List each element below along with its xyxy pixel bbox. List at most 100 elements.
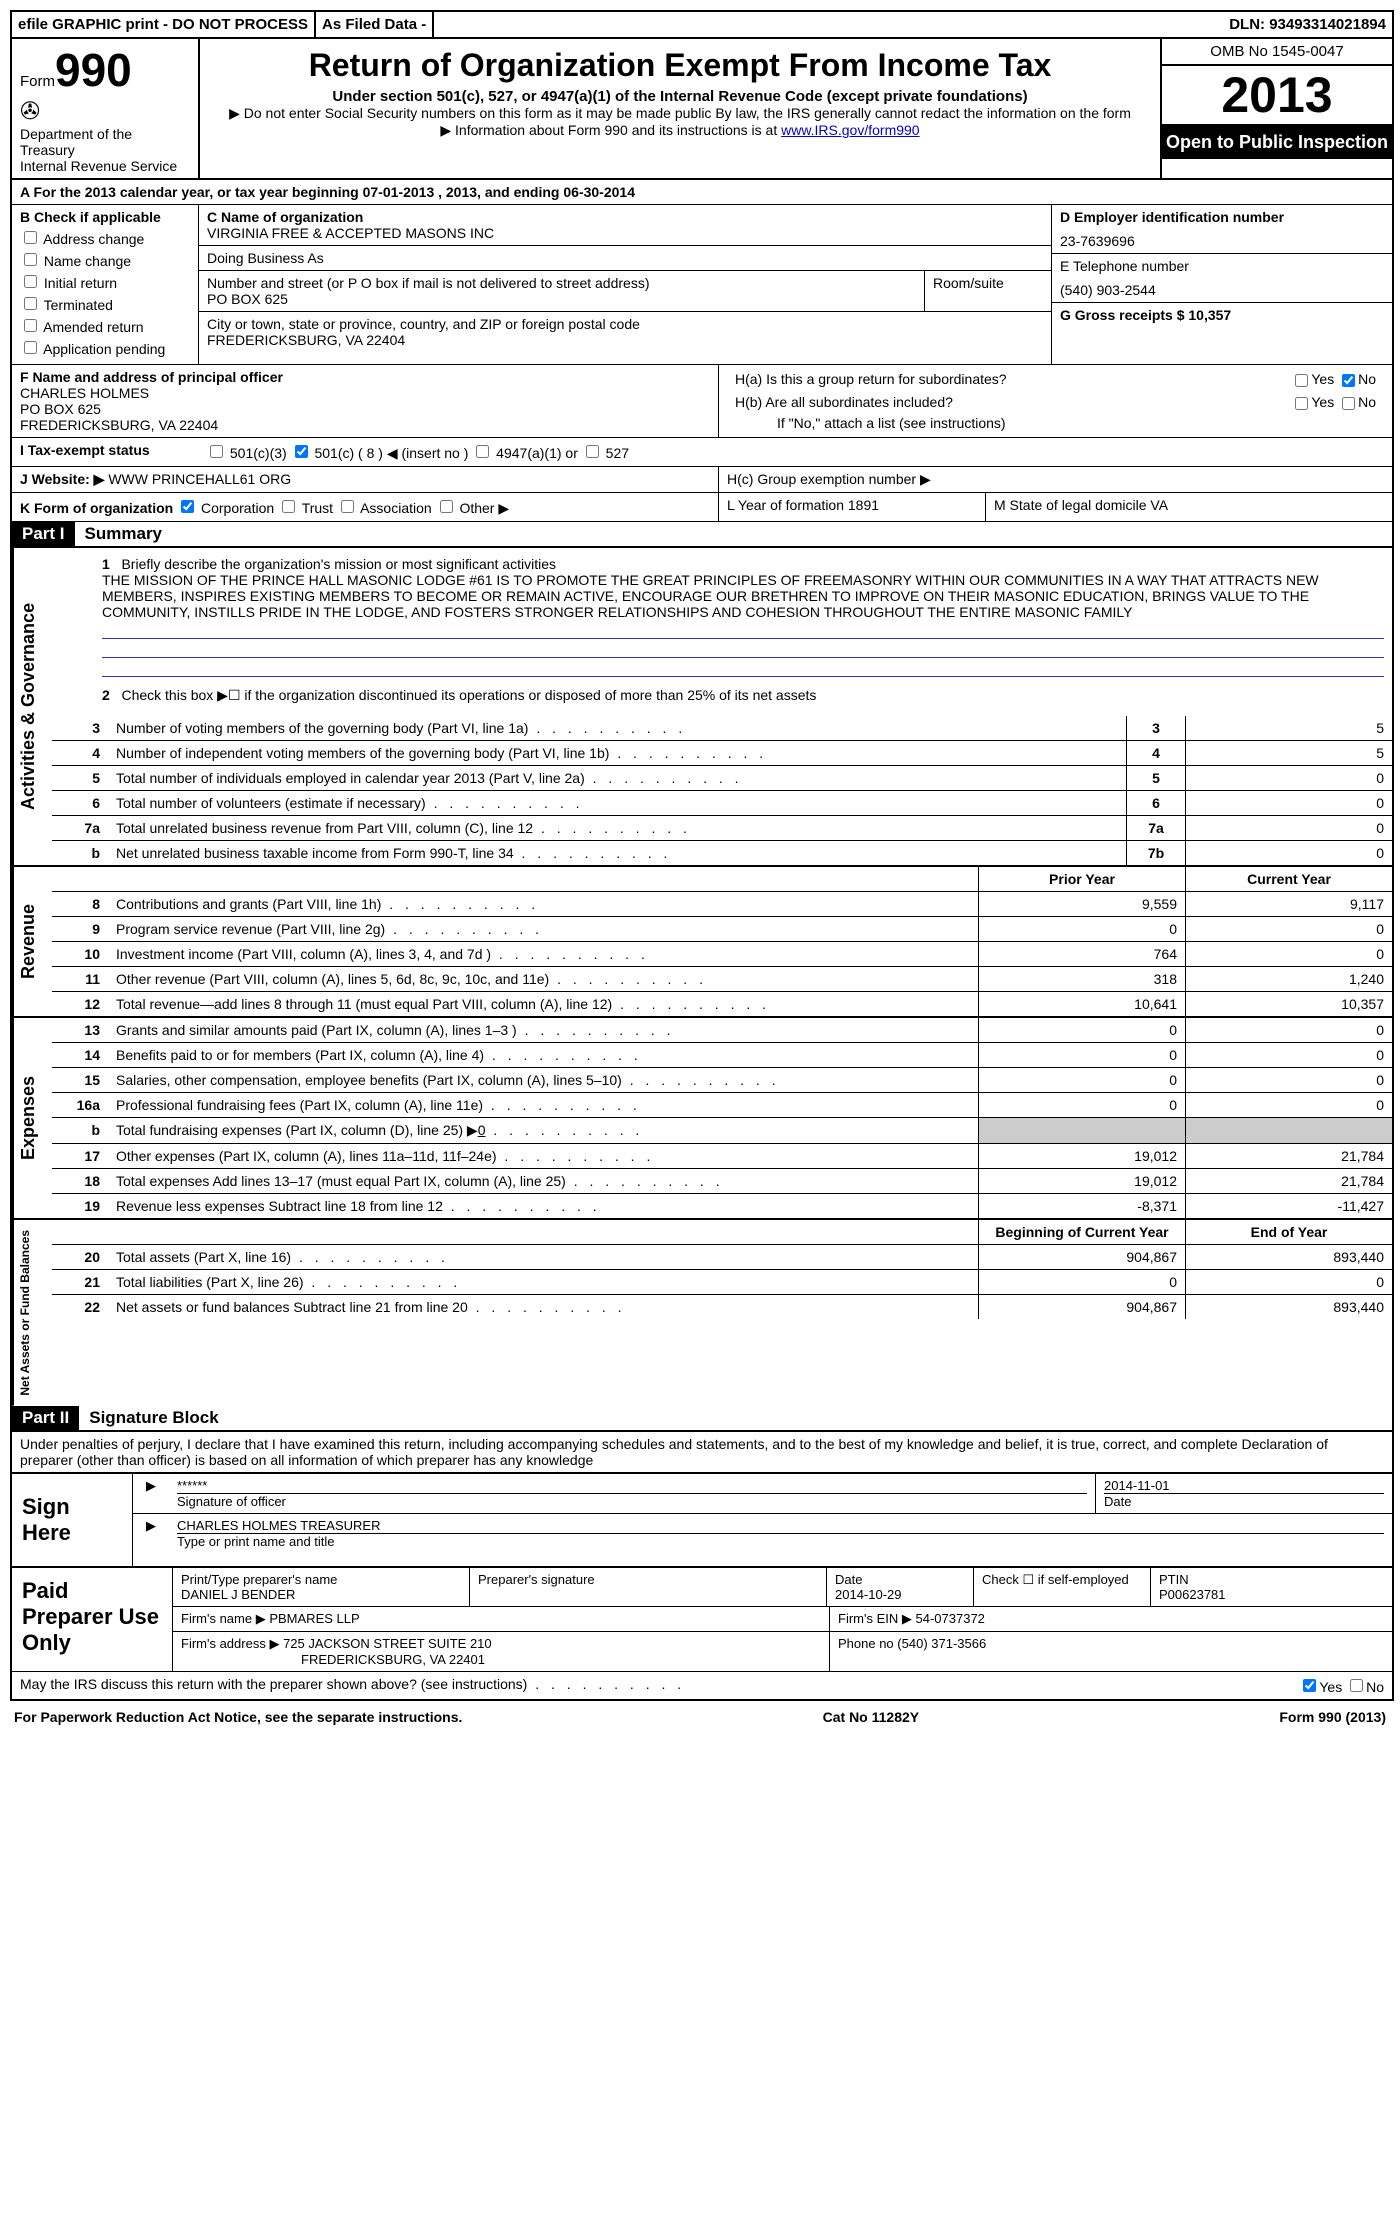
gov-line: 3 Number of voting members of the govern… bbox=[52, 716, 1392, 741]
check-pending[interactable]: Application pending bbox=[20, 338, 190, 357]
header-center: Return of Organization Exempt From Incom… bbox=[200, 39, 1160, 178]
header-right: OMB No 1545-0047 2013 Open to Public Ins… bbox=[1160, 39, 1392, 178]
line-text: Number of independent voting members of … bbox=[108, 741, 1126, 765]
phone-label: E Telephone number bbox=[1060, 258, 1384, 274]
prior-value: 19,012 bbox=[978, 1144, 1185, 1168]
officer-signature: ****** bbox=[177, 1478, 1087, 1493]
section-net-assets: Net Assets or Fund Balances Beginning of… bbox=[12, 1220, 1392, 1406]
line-text: Net unrelated business taxable income fr… bbox=[108, 841, 1126, 865]
prior-value: 0 bbox=[978, 917, 1185, 941]
line2-text: Check this box ▶☐ if the organization di… bbox=[121, 687, 816, 703]
check-name-change[interactable]: Name change bbox=[20, 250, 190, 269]
part1-title: Summary bbox=[75, 524, 162, 544]
expense-line: 17 Other expenses (Part IX, column (A), … bbox=[52, 1144, 1392, 1169]
line-value: 0 bbox=[1185, 766, 1392, 790]
line-text: Benefits paid to or for members (Part IX… bbox=[108, 1043, 978, 1067]
prior-value: 10,641 bbox=[978, 992, 1185, 1016]
self-employed-check[interactable]: Check ☐ if self-employed bbox=[974, 1568, 1151, 1606]
officer-name: CHARLES HOLMES bbox=[20, 385, 710, 401]
ha-answer[interactable]: Yes No bbox=[1291, 371, 1376, 390]
line-text: Other expenses (Part IX, column (A), lin… bbox=[108, 1144, 978, 1168]
note2-prefix: ▶ Information about Form 990 and its ins… bbox=[440, 122, 781, 138]
line-num: 10 bbox=[52, 942, 108, 966]
line-box-num: 5 bbox=[1126, 766, 1185, 790]
revenue-line: 12 Total revenue—add lines 8 through 11 … bbox=[52, 992, 1392, 1016]
prior-value: 318 bbox=[978, 967, 1185, 991]
line-num: b bbox=[52, 841, 108, 865]
line-box-num: 7b bbox=[1126, 841, 1185, 865]
end-value: 893,440 bbox=[1185, 1245, 1392, 1269]
check-amended[interactable]: Amended return bbox=[20, 316, 190, 335]
hb-answer[interactable]: Yes No bbox=[1291, 394, 1376, 413]
line-text: Total liabilities (Part X, line 26) bbox=[108, 1270, 978, 1294]
prior-value: 0 bbox=[978, 1068, 1185, 1092]
firm-phone: (540) 371-3566 bbox=[897, 1636, 986, 1651]
prior-value: -8,371 bbox=[978, 1194, 1185, 1218]
firm-ein-label: Firm's EIN ▶ bbox=[838, 1611, 912, 1626]
prior-value: 9,559 bbox=[978, 892, 1185, 916]
current-value: -11,427 bbox=[1185, 1194, 1392, 1218]
room-suite-label: Room/suite bbox=[924, 271, 1051, 311]
line-num: 3 bbox=[52, 716, 108, 740]
part1-badge: Part I bbox=[12, 522, 75, 546]
mission-block: 1 Briefly describe the organization's mi… bbox=[52, 548, 1392, 687]
line-text: Salaries, other compensation, employee b… bbox=[108, 1068, 978, 1092]
line-num: 22 bbox=[52, 1295, 108, 1319]
paid-preparer-section: Paid Preparer Use Only Print/Type prepar… bbox=[12, 1566, 1392, 1671]
org-name-label: C Name of organization bbox=[207, 209, 1043, 225]
discuss-row: May the IRS discuss this return with the… bbox=[12, 1671, 1392, 1699]
check-address-change[interactable]: Address change bbox=[20, 228, 190, 247]
phone-value: (540) 903-2544 bbox=[1060, 282, 1384, 298]
line-value: 0 bbox=[1185, 841, 1392, 865]
line-text: Program service revenue (Part VIII, line… bbox=[108, 917, 978, 941]
line-num: 14 bbox=[52, 1043, 108, 1067]
current-year-header: Current Year bbox=[1185, 867, 1392, 891]
current-value: 0 bbox=[1185, 942, 1392, 966]
section-revenue: Revenue Prior Year Current Year 8 Contri… bbox=[12, 867, 1392, 1018]
row-k-form-org: K Form of organization Corporation Trust… bbox=[12, 493, 1392, 522]
form-990-container: efile GRAPHIC print - DO NOT PROCESS As … bbox=[10, 10, 1394, 1701]
row-k-label: K Form of organization bbox=[20, 500, 173, 516]
current-value: 10,357 bbox=[1185, 992, 1392, 1016]
check-initial-return[interactable]: Initial return bbox=[20, 272, 190, 291]
net-line: 20 Total assets (Part X, line 16) 904,86… bbox=[52, 1245, 1392, 1270]
footer-row: For Paperwork Reduction Act Notice, see … bbox=[10, 1701, 1390, 1733]
line-text: Professional fundraising fees (Part IX, … bbox=[108, 1093, 978, 1117]
hb-label: H(b) Are all subordinates included? bbox=[735, 394, 953, 413]
ptin-value: P00623781 bbox=[1159, 1587, 1226, 1602]
row-i-options[interactable]: 501(c)(3) 501(c) ( 8 ) ◀ (insert no ) 49… bbox=[198, 438, 1392, 466]
vert-label-revenue: Revenue bbox=[12, 867, 52, 1016]
current-value bbox=[1185, 1118, 1392, 1143]
form-subtitle: Under section 501(c), 527, or 4947(a)(1)… bbox=[210, 88, 1150, 105]
line-num: 6 bbox=[52, 791, 108, 815]
sign-date: 2014-11-01 bbox=[1104, 1478, 1384, 1493]
mission-label: Briefly describe the organization's miss… bbox=[121, 556, 556, 572]
vert-label-governance: Activities & Governance bbox=[12, 548, 52, 865]
col-b-checkboxes: B Check if applicable Address change Nam… bbox=[12, 205, 199, 364]
line-num: 18 bbox=[52, 1169, 108, 1193]
vert-label-net: Net Assets or Fund Balances bbox=[12, 1220, 52, 1406]
line-num: 13 bbox=[52, 1018, 108, 1042]
line-text: Total expenses Add lines 13–17 (must equ… bbox=[108, 1169, 978, 1193]
irs-link[interactable]: www.IRS.gov/form990 bbox=[781, 122, 920, 138]
current-value: 0 bbox=[1185, 1093, 1392, 1117]
preparer-name: DANIEL J BENDER bbox=[181, 1587, 461, 1602]
prior-value: 0 bbox=[978, 1043, 1185, 1067]
line-text: Total number of volunteers (estimate if … bbox=[108, 791, 1126, 815]
preparer-sig-label: Preparer's signature bbox=[470, 1568, 827, 1606]
col-d-ein: D Employer identification number 23-7639… bbox=[1051, 205, 1392, 364]
mission-line bbox=[102, 660, 1384, 677]
discuss-answer[interactable]: Yes No bbox=[1299, 1676, 1384, 1695]
footer-right: Form 990 (2013) bbox=[1279, 1709, 1386, 1725]
preparer-name-label: Print/Type preparer's name bbox=[181, 1572, 461, 1587]
expense-line: 15 Salaries, other compensation, employe… bbox=[52, 1068, 1392, 1093]
paid-label: Paid Preparer Use Only bbox=[12, 1568, 173, 1671]
row-a-period: A For the 2013 calendar year, or tax yea… bbox=[12, 180, 1392, 205]
prior-value: 0 bbox=[978, 1018, 1185, 1042]
line-box-num: 7a bbox=[1126, 816, 1185, 840]
city-label: City or town, state or province, country… bbox=[207, 316, 1043, 332]
hb-note: If "No," attach a list (see instructions… bbox=[727, 415, 1384, 431]
omb-number: OMB No 1545-0047 bbox=[1162, 39, 1392, 66]
expense-line: b Total fundraising expenses (Part IX, c… bbox=[52, 1118, 1392, 1144]
check-terminated[interactable]: Terminated bbox=[20, 294, 190, 313]
